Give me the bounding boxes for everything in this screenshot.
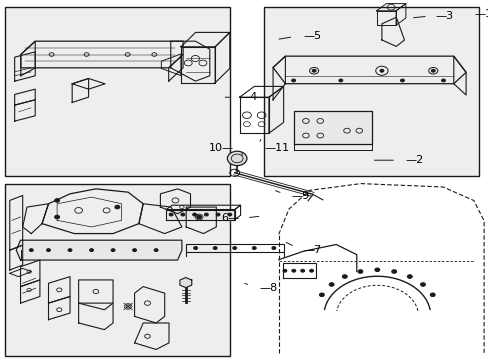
Circle shape — [319, 293, 324, 297]
Text: —7: —7 — [303, 245, 321, 255]
Circle shape — [374, 268, 379, 271]
Circle shape — [441, 79, 445, 82]
Circle shape — [68, 249, 72, 252]
Bar — [5, 184, 229, 356]
Circle shape — [379, 69, 383, 72]
Circle shape — [227, 151, 246, 166]
Polygon shape — [180, 278, 191, 288]
Circle shape — [213, 247, 217, 249]
Text: 6—: 6— — [221, 213, 239, 223]
Circle shape — [204, 213, 208, 216]
Circle shape — [300, 269, 304, 272]
Circle shape — [132, 249, 136, 252]
Circle shape — [196, 215, 201, 219]
Circle shape — [29, 249, 33, 252]
Circle shape — [169, 213, 173, 216]
Text: —1: —1 — [473, 9, 488, 19]
Circle shape — [252, 247, 256, 249]
Circle shape — [291, 269, 295, 272]
Circle shape — [283, 269, 286, 272]
Circle shape — [271, 247, 275, 249]
Circle shape — [89, 249, 93, 252]
Circle shape — [357, 270, 362, 273]
Circle shape — [192, 213, 196, 216]
Circle shape — [342, 275, 346, 278]
Circle shape — [338, 79, 342, 82]
Circle shape — [111, 249, 115, 252]
Bar — [5, 7, 229, 176]
Text: —2: —2 — [405, 155, 423, 165]
Polygon shape — [166, 210, 234, 220]
Text: —9: —9 — [290, 191, 308, 201]
Circle shape — [115, 205, 120, 209]
Text: —11: —11 — [264, 143, 288, 153]
Text: 10—: 10— — [208, 143, 233, 153]
Circle shape — [55, 199, 60, 202]
Circle shape — [407, 275, 411, 278]
Text: —8: —8 — [259, 283, 277, 293]
Circle shape — [420, 283, 425, 286]
Circle shape — [309, 269, 313, 272]
Circle shape — [193, 247, 197, 249]
Polygon shape — [21, 41, 183, 68]
Text: —4: —4 — [239, 92, 257, 102]
Circle shape — [232, 247, 236, 249]
Circle shape — [55, 215, 60, 219]
Polygon shape — [293, 111, 371, 144]
Circle shape — [46, 249, 50, 252]
Text: —3: —3 — [434, 11, 452, 21]
Circle shape — [391, 270, 396, 273]
Text: —5: —5 — [303, 31, 321, 41]
Polygon shape — [16, 240, 182, 260]
Circle shape — [181, 213, 184, 216]
Circle shape — [216, 213, 220, 216]
Polygon shape — [272, 56, 465, 84]
Circle shape — [154, 249, 158, 252]
Circle shape — [227, 213, 231, 216]
Circle shape — [430, 69, 434, 72]
Circle shape — [311, 69, 315, 72]
Bar — [264, 7, 478, 176]
Circle shape — [291, 79, 295, 82]
Polygon shape — [42, 189, 143, 234]
Circle shape — [400, 79, 404, 82]
Circle shape — [429, 293, 434, 297]
Circle shape — [328, 283, 333, 286]
